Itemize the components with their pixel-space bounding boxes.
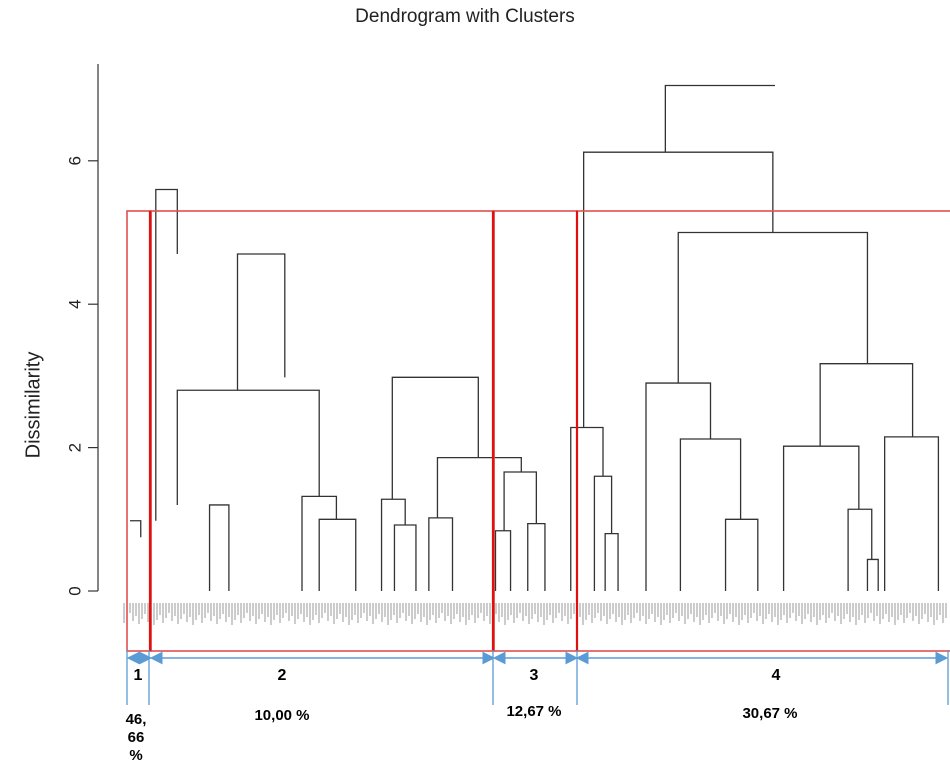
dendrogram-link [679,438,742,591]
dendrogram-link [677,231,869,384]
y-tick-label: 6 [65,156,84,165]
cluster-number: 1 [134,667,143,684]
cluster-number: 4 [772,667,781,684]
dendrogram-link [645,382,712,591]
dendrogram-link [436,456,522,518]
dendrogram-link [593,475,613,591]
dendrogram-link [884,436,940,591]
dendrogram-link [819,363,914,447]
cluster-box [576,210,950,652]
dendrogram-link [155,188,178,521]
dendrogram-link [130,520,142,538]
y-tick-label: 2 [65,443,84,452]
cluster-percent: 46, 66% [126,711,147,764]
dendrogram-link [527,522,546,591]
dendrogram-link [301,495,338,591]
dendrogram-link [393,524,417,591]
cluster-number: 3 [530,667,539,684]
dendrogram-link [176,389,320,505]
y-tick-label: 4 [65,299,84,308]
cluster-box [126,210,152,652]
chart-title: Dendrogram with Clusters [355,6,575,27]
dendrogram-link [208,504,230,591]
dendrogram-link [782,445,860,591]
dendrogram-link [847,508,873,591]
cluster-number: 2 [278,667,287,684]
dendrogram-link [604,532,619,591]
cluster-percent: 30,67 % [742,705,797,722]
leaf-labels [123,603,947,625]
y-tick-label: 0 [65,586,84,595]
cluster-box [150,210,495,652]
cluster-percent: 10,00 % [254,707,309,724]
dendrogram-link [664,84,775,153]
dendrogram-link [583,151,774,428]
dendrogram-link [236,253,286,391]
dendrogram-link [866,558,879,591]
dendrogram-link [724,518,759,591]
dendrogram-link [380,498,406,591]
dendrogram-link [570,426,604,591]
cluster-percent: 12,67 % [506,703,561,720]
dendrogram-link [318,518,357,591]
dendrogram-link [391,376,479,500]
dendrogram-link [494,530,512,591]
dendrogram-link [428,517,454,591]
cluster-box [493,210,578,652]
dendrogram-link [503,471,537,531]
